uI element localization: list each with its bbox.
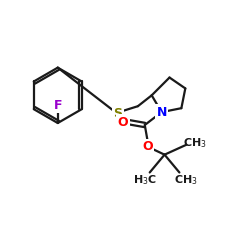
Text: S: S: [114, 107, 122, 120]
Text: H$_3$C: H$_3$C: [133, 174, 157, 187]
Text: CH$_3$: CH$_3$: [183, 136, 207, 150]
Text: O: O: [142, 140, 153, 153]
Text: CH$_3$: CH$_3$: [174, 174, 198, 187]
Text: N: N: [156, 106, 167, 119]
Text: O: O: [118, 116, 128, 128]
Text: F: F: [54, 99, 62, 112]
